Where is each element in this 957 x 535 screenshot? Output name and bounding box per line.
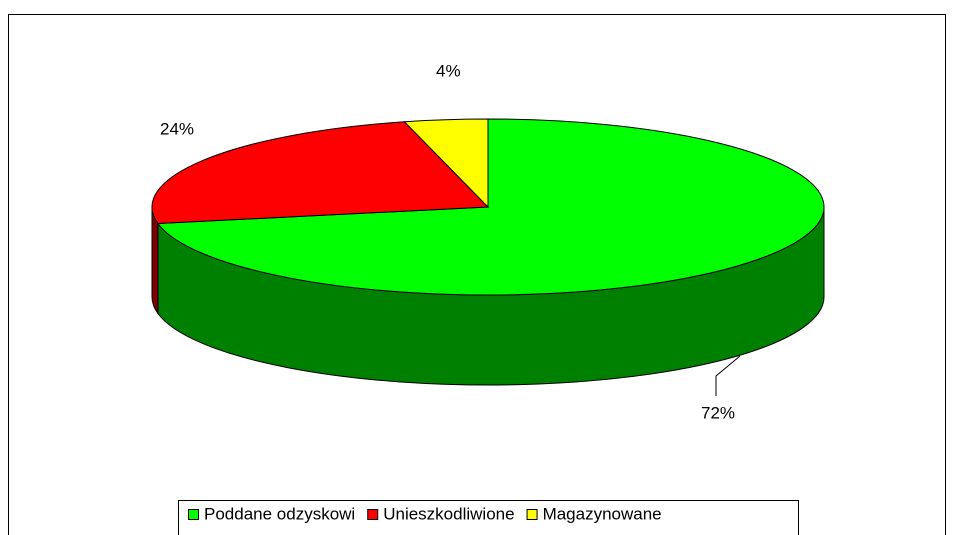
- legend-label: Unieszkodliwione: [383, 504, 514, 523]
- data-label: 4%: [436, 61, 461, 80]
- legend-swatch: [526, 509, 538, 520]
- legend-box: [178, 500, 799, 535]
- slice: [151, 121, 490, 225]
- data-label: 24%: [160, 119, 194, 138]
- legend-label: Poddane odzyskowi: [204, 504, 355, 523]
- slice: [403, 118, 489, 209]
- legend-swatch: [367, 509, 379, 520]
- slice: [156, 118, 825, 296]
- data-label: 72%: [701, 403, 735, 422]
- leader-line: [715, 355, 741, 396]
- legend-swatch: [188, 509, 199, 520]
- legend-label: Magazynowane: [543, 504, 662, 523]
